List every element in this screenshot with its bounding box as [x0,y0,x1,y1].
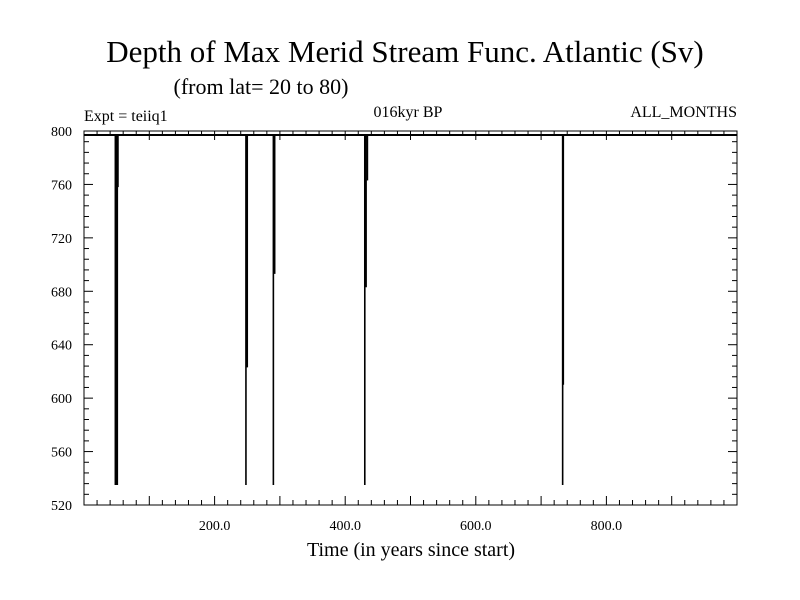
y-tick-label: 720 [51,232,72,247]
y-tick-label: 640 [51,339,72,354]
y-tick-label: 520 [51,499,72,514]
chart-subtitle: (from lat= 20 to 80) [174,74,349,99]
period-label: 016kyr BP [374,104,443,121]
y-tick-label: 600 [51,392,72,407]
y-tick-label: 800 [51,125,72,140]
x-tick-label: 200.0 [199,519,231,534]
x-tick-label: 800.0 [591,519,623,534]
chart-title: Depth of Max Merid Stream Func. Atlantic… [106,34,704,69]
x-axis-label: Time (in years since start) [307,539,515,561]
x-tick-label: 600.0 [460,519,492,534]
y-tick-label: 760 [51,178,72,193]
experiment-label: Expt = teiiq1 [84,108,168,125]
plot-area: 200.0 400.0 600.0 800.0 520 560 600 640 680 720 76… [51,125,738,534]
y-tick-label: 680 [51,285,72,300]
x-tick-label: 400.0 [329,519,361,534]
y-tick-label: 560 [51,446,72,461]
plot-frame [83,130,738,506]
months-label: ALL_MONTHS [630,104,737,121]
